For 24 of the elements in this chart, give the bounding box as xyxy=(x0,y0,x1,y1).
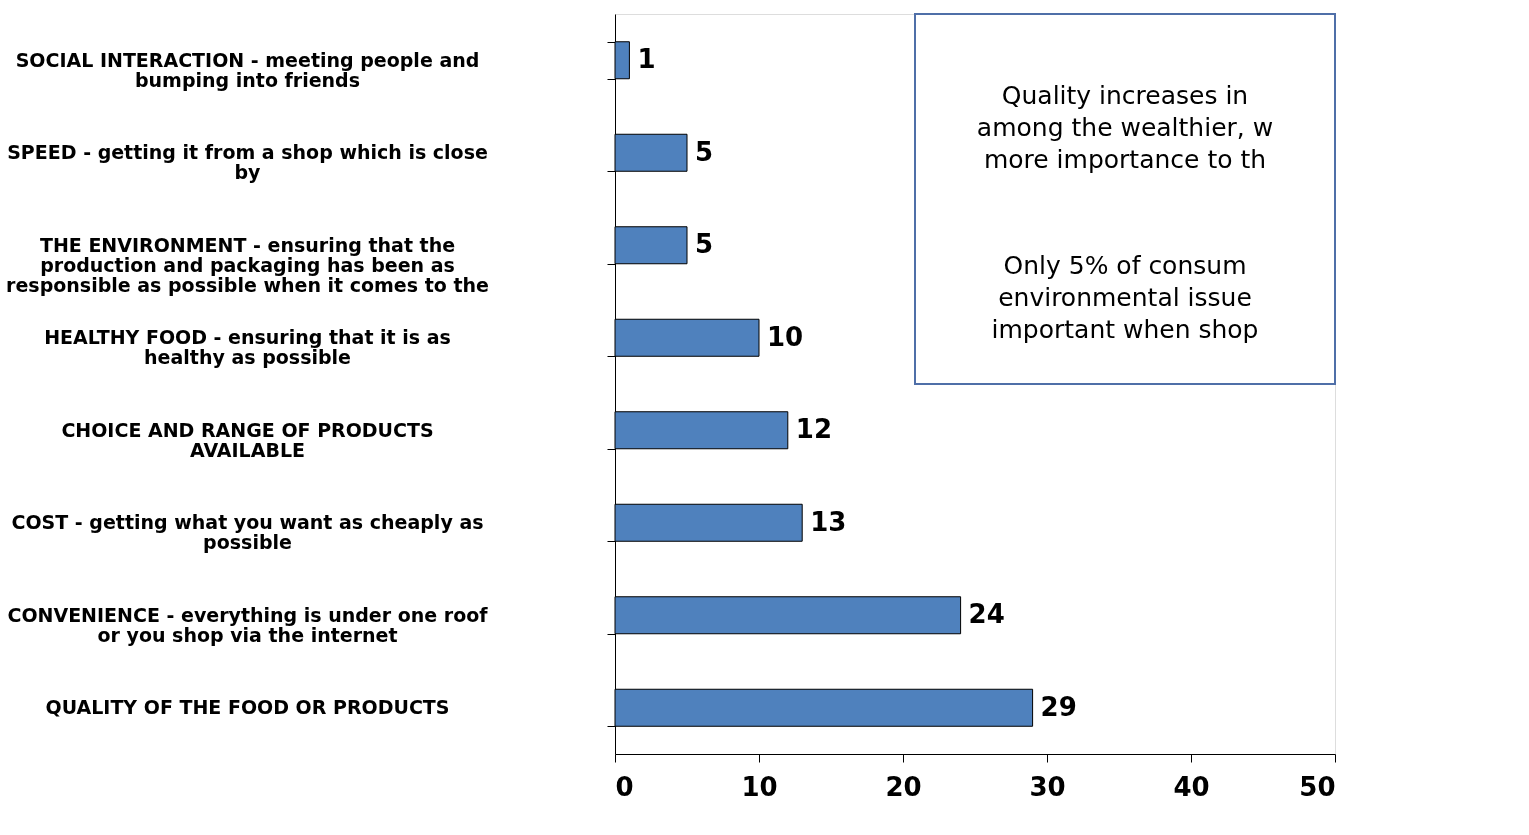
data-label: 1 xyxy=(637,44,656,75)
x-tick-label: 20 xyxy=(885,771,922,802)
x-tick-label: 30 xyxy=(1029,771,1066,802)
x-tick-label: 40 xyxy=(1173,771,1210,802)
y-tick-label: SOCIAL INTERACTION - meeting people and bumping into friends xyxy=(15,48,480,91)
data-label: 5 xyxy=(695,136,714,167)
y-tick-label: CHOICE AND RANGE OF PRODUCTS AVAILABLE xyxy=(61,418,434,461)
y-tick-label: COST - getting what you want as cheaply as possible xyxy=(11,511,484,554)
x-tick-label: 0 xyxy=(615,771,634,802)
y-tick-label: SPEED - getting it from a shop which is close by xyxy=(7,141,488,184)
y-tick-label: QUALITY OF THE FOOD OR PRODUCTS xyxy=(45,696,450,719)
data-label: 24 xyxy=(968,599,1005,630)
annotation: Only 5% of consum environmental issue important when shop xyxy=(991,251,1259,344)
data-label: 29 xyxy=(1040,691,1077,722)
data-label: 12 xyxy=(795,414,832,445)
y-tick-label: HEALTHY FOOD - ensuring that it is as healthy as possible xyxy=(44,326,451,369)
data-label: 13 xyxy=(810,506,847,537)
x-tick-label: 10 xyxy=(741,771,778,802)
x-tick-label: 50 xyxy=(1299,771,1336,802)
y-tick-label: CONVENIENCE - everything is under one roof or you shop via the internet xyxy=(7,603,489,646)
y-tick-label: THE ENVIRONMENT - ensuring that the production and packaging has been as responsible as possible when it comes to the xyxy=(6,233,489,296)
data-label: 5 xyxy=(695,229,714,260)
data-label: 10 xyxy=(767,321,804,352)
annotation: Quality increases in among the wealthier, w more importance to th xyxy=(976,81,1274,174)
